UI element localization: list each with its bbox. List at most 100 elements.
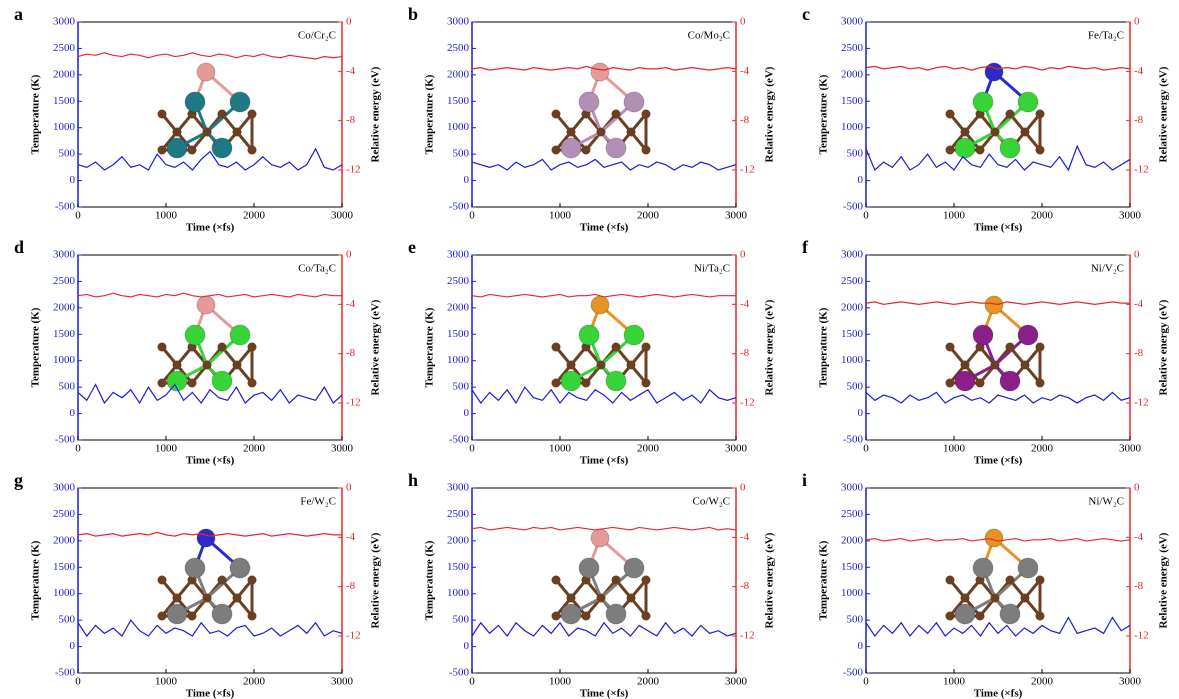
y-tick-label: -500 <box>449 434 470 446</box>
metal-atom <box>605 370 627 392</box>
carbon-atom <box>975 378 985 388</box>
x-tick-label: 0 <box>863 210 869 222</box>
y-tick-label: 2000 <box>841 68 864 80</box>
y-tick-label: 2500 <box>447 275 470 287</box>
metal-atom <box>166 603 188 625</box>
plot-frame <box>77 21 343 208</box>
metal-atom <box>229 91 251 113</box>
y-tick-label: 1500 <box>53 328 76 340</box>
carbon-atom <box>945 575 955 585</box>
x-tick-label: 3000 <box>331 443 354 455</box>
annotation: Fe/W₂C <box>300 496 336 508</box>
carbon-atom <box>1020 360 1030 370</box>
adatom <box>984 528 1004 548</box>
carbon-atom <box>641 109 651 119</box>
y2-tick-label: -12 <box>1134 630 1149 642</box>
y-tick-label: 1000 <box>841 354 864 366</box>
y-axis-label: Temperature (K) <box>818 540 830 620</box>
y-tick-label: 500 <box>847 614 864 626</box>
metal-atom <box>560 603 582 625</box>
metal-atom <box>605 603 627 625</box>
x-tick-label: 0 <box>469 676 475 688</box>
y-tick-label: 1500 <box>841 561 864 573</box>
metal-atom <box>1017 324 1039 346</box>
y-tick-label: 1500 <box>447 561 470 573</box>
x-tick-label: 0 <box>469 210 475 222</box>
panel-label: d <box>14 237 24 257</box>
carbon-atom <box>247 378 257 388</box>
carbon-atom <box>641 145 651 155</box>
metal-atom <box>1017 91 1039 113</box>
plot-frame <box>865 254 1131 441</box>
metal-atom <box>623 324 645 346</box>
y2-tick-label: -12 <box>1134 164 1149 176</box>
y-tick-label: 1000 <box>53 354 76 366</box>
x-axis-label: Time (×fs) <box>974 688 1023 699</box>
carbon-atom <box>641 575 651 585</box>
y-tick-label: 3000 <box>447 16 470 28</box>
carbon-atom <box>1035 575 1045 585</box>
x-axis-label: Time (×fs) <box>580 222 629 234</box>
x-tick-label: 1000 <box>155 210 178 222</box>
x-tick-label: 2000 <box>1031 443 1054 455</box>
series-line <box>77 147 343 171</box>
y2-tick-label: -12 <box>1134 397 1149 409</box>
carbon-atom <box>1035 378 1045 388</box>
x-tick-label: 2000 <box>243 676 266 688</box>
carbon-atom <box>596 127 606 137</box>
y-tick-label: 3000 <box>53 482 76 494</box>
y2-tick-label: -8 <box>1134 580 1144 592</box>
y-tick-label: 1000 <box>447 354 470 366</box>
carbon-atom <box>232 127 242 137</box>
y-tick-label: 500 <box>453 148 470 160</box>
panel-label: c <box>802 4 810 24</box>
y-tick-label: 0 <box>70 174 76 186</box>
metal-atom <box>972 557 994 579</box>
series-line <box>865 301 1130 305</box>
y2-axis-label: Relative energy (eV) <box>370 532 382 628</box>
metal-atom <box>166 370 188 392</box>
plot-frame <box>77 487 343 674</box>
y-tick-label: 2500 <box>841 508 864 520</box>
y-tick-label: 1000 <box>53 587 76 599</box>
metal-atom <box>578 91 600 113</box>
y2-tick-label: -4 <box>346 531 356 543</box>
plot-frame <box>77 254 343 441</box>
series-line <box>77 619 343 638</box>
y-tick-label: 3000 <box>841 249 864 261</box>
y2-tick-label: 0 <box>1134 16 1140 28</box>
carbon-atom <box>202 360 212 370</box>
x-tick-label: 3000 <box>331 676 354 688</box>
carbon-atom <box>247 575 257 585</box>
carbon-atom <box>172 593 182 603</box>
y2-tick-label: 0 <box>346 482 352 494</box>
metal-atom <box>999 370 1021 392</box>
metal-atom <box>229 557 251 579</box>
carbon-atom <box>641 378 651 388</box>
metal-atom <box>184 324 206 346</box>
y-tick-label: 1500 <box>447 95 470 107</box>
series-line <box>77 292 342 298</box>
metal-atom <box>623 557 645 579</box>
y2-axis-label: Relative energy (eV) <box>764 532 776 628</box>
x-tick-label: 1000 <box>943 676 966 688</box>
y2-tick-label: -8 <box>1134 114 1144 126</box>
adatom <box>590 295 610 315</box>
y2-tick-label: -4 <box>1134 531 1144 543</box>
y-tick-label: 0 <box>464 640 470 652</box>
annotation: Co/Mo₂C <box>688 30 730 42</box>
series-line <box>471 526 737 531</box>
y2-tick-label: -12 <box>740 397 755 409</box>
y2-tick-label: -8 <box>346 347 356 359</box>
x-tick-label: 1000 <box>549 443 572 455</box>
x-axis-label: Time (×fs) <box>974 222 1023 234</box>
metal-atom <box>954 137 976 159</box>
carbon-atom <box>232 593 242 603</box>
x-tick-label: 0 <box>469 443 475 455</box>
panel-label: f <box>802 237 809 257</box>
carbon-atom <box>1020 593 1030 603</box>
y-tick-label: 1000 <box>841 587 864 599</box>
